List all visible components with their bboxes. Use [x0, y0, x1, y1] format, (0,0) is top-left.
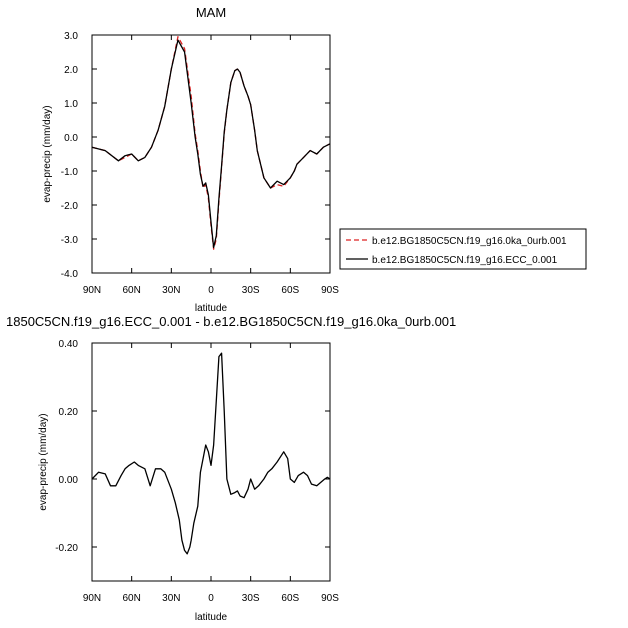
bottom-series-line-0: [91, 352, 331, 555]
top-y-tick-label: -2.0: [61, 201, 79, 212]
legend-label-ecc: b.e12.BG1850C5CN.f19_g16.ECC_0.001: [372, 255, 558, 266]
top-x-tick-label: 60S: [281, 285, 299, 296]
bottom-tick-layer: 90N 60N 30N 0 30S 60S 90S -0.20 0.00 0.20 0.40: [55, 339, 339, 604]
bottom-x-axis-label: latitude: [195, 612, 228, 623]
top-y-tick-label: 2.0: [64, 65, 78, 76]
legend: b.e12.BG1850C5CN.f19_g16.0ka_0urb.001 b.…: [339, 228, 587, 270]
top-y-tick-label: -3.0: [61, 235, 79, 246]
top-y-tick-label: -1.0: [61, 167, 79, 178]
top-panel: MAM 90N 60N 30N 0 30S 60S 90S -4.0 -3.0 -2.0 -1.0 0…: [42, 5, 339, 314]
bottom-panel-title: 1850C5CN.f19_g16.ECC_0.001 - b.e12.BG185…: [6, 314, 456, 329]
top-y-axis-label: evap-precip (mm/day): [42, 105, 53, 202]
bottom-y-tick-label: -0.20: [55, 543, 78, 554]
bottom-y-tick-label: 0.00: [59, 475, 79, 486]
bottom-x-tick-label: 60S: [281, 593, 299, 604]
bottom-series-layer: [91, 352, 331, 555]
bottom-y-tick-label: 0.20: [59, 407, 79, 418]
top-y-tick-label: 1.0: [64, 99, 78, 110]
legend-box: [339, 228, 587, 270]
bottom-x-tick-label: 90S: [321, 593, 339, 604]
top-y-tick-label: 0.0: [64, 133, 78, 144]
top-x-tick-label: 0: [208, 285, 214, 296]
bottom-x-tick-label: 30N: [162, 593, 180, 604]
bottom-x-tick-label: 60N: [122, 593, 140, 604]
top-x-tick-label: 90S: [321, 285, 339, 296]
bottom-x-tick-label: 90N: [83, 593, 101, 604]
bottom-panel: 1850C5CN.f19_g16.ECC_0.001 - b.e12.BG185…: [6, 314, 456, 623]
top-y-tick-label: -4.0: [61, 269, 79, 280]
top-panel-title: MAM: [196, 5, 226, 20]
top-y-tick-label: 3.0: [64, 31, 78, 42]
top-tick-layer: 90N 60N 30N 0 30S 60S 90S -4.0 -3.0 -2.0 -1.0 0.0 1.…: [61, 31, 339, 296]
top-x-tick-label: 30S: [242, 285, 260, 296]
bottom-x-tick-label: 0: [208, 593, 214, 604]
bottom-y-axis-label: evap-precip (mm/day): [38, 413, 49, 510]
top-x-tick-label: 30N: [162, 285, 180, 296]
bottom-x-tick-label: 30S: [242, 593, 260, 604]
top-x-tick-label: 60N: [122, 285, 140, 296]
legend-label-0ka: b.e12.BG1850C5CN.f19_g16.0ka_0urb.001: [372, 236, 567, 247]
top-x-axis-label: latitude: [195, 303, 228, 314]
top-x-tick-label: 90N: [83, 285, 101, 296]
top-series-layer: [91, 36, 331, 250]
top-series-line-1: [91, 39, 331, 249]
bottom-y-tick-label: 0.40: [59, 339, 79, 350]
